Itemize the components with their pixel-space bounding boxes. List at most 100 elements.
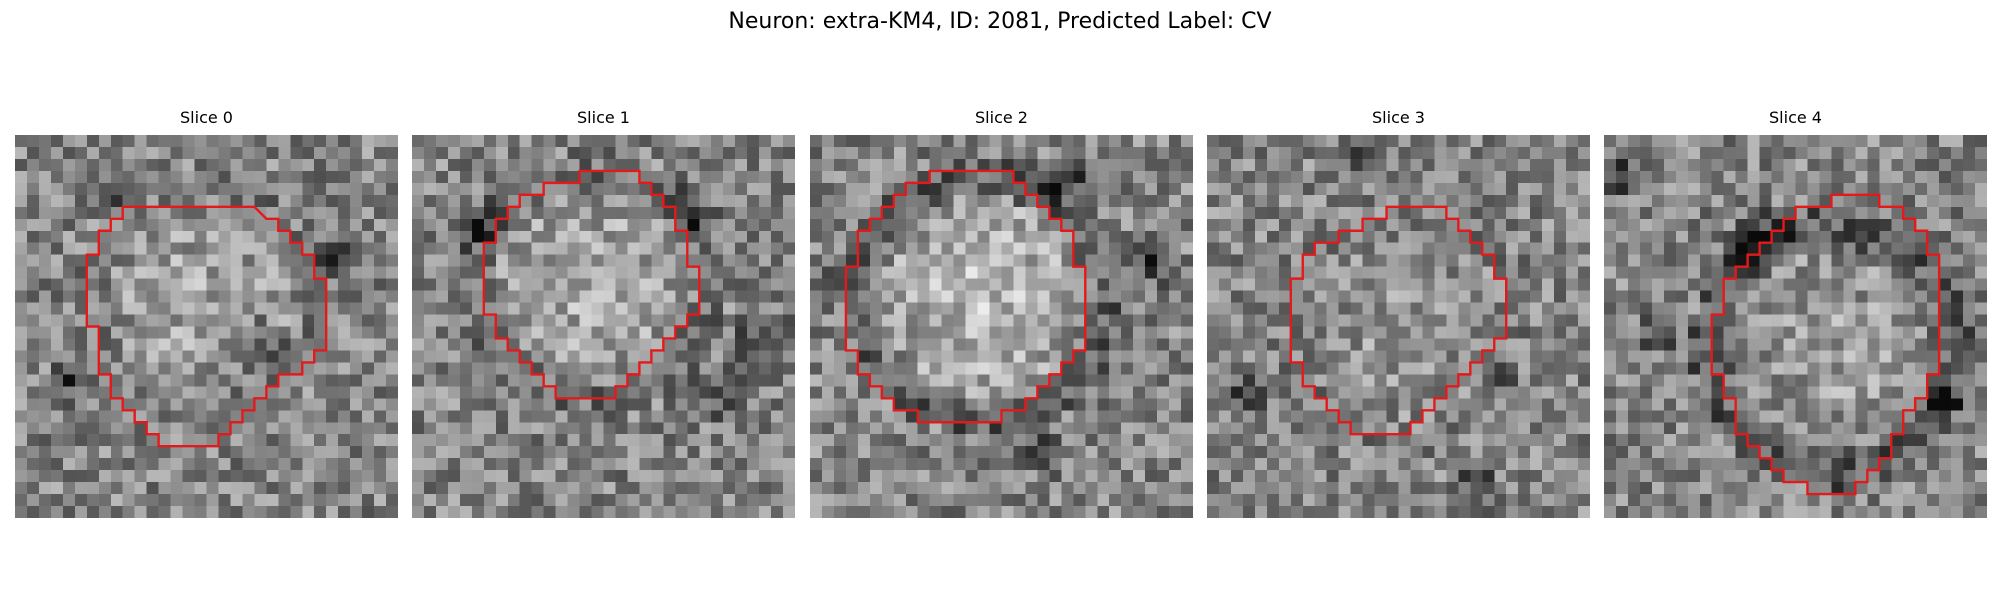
pixel <box>941 302 954 315</box>
pixel <box>881 494 895 507</box>
pixel <box>98 158 111 172</box>
pixel <box>917 422 930 435</box>
pixel <box>242 194 255 208</box>
pixel <box>266 302 279 315</box>
pixel <box>1915 410 1928 423</box>
pixel <box>302 314 315 327</box>
pixel <box>1338 290 1351 303</box>
pixel <box>1121 374 1134 387</box>
pixel <box>218 218 231 231</box>
pixel <box>74 386 88 399</box>
pixel <box>15 194 28 208</box>
pixel <box>711 278 724 291</box>
pixel <box>1037 290 1050 303</box>
pixel <box>1242 338 1256 351</box>
pixel <box>1350 158 1363 172</box>
pixel <box>929 350 942 363</box>
pixel <box>1181 230 1193 243</box>
pixel <box>74 458 88 471</box>
pixel <box>1446 170 1459 184</box>
pixel <box>447 218 461 231</box>
pixel <box>62 194 76 208</box>
pixel <box>1530 386 1543 399</box>
pixel <box>110 242 123 255</box>
pixel <box>723 278 736 291</box>
pixel <box>1867 158 1880 172</box>
pixel <box>230 254 243 267</box>
pixel <box>821 254 835 267</box>
pixel <box>1903 254 1916 267</box>
pixel <box>1963 302 1976 315</box>
pixel <box>1578 422 1590 435</box>
pixel <box>98 374 111 387</box>
pixel <box>50 386 64 399</box>
pixel <box>723 338 736 351</box>
pixel <box>1013 170 1026 184</box>
pixel <box>1458 410 1471 423</box>
pixel <box>50 290 64 303</box>
pixel <box>110 135 123 148</box>
pixel <box>1939 170 1952 184</box>
pixel <box>423 194 437 208</box>
pixel <box>1157 170 1170 184</box>
pixel <box>1542 158 1555 172</box>
pixel <box>1037 362 1050 375</box>
pixel <box>1855 230 1868 243</box>
pixel <box>519 266 532 279</box>
pixel <box>1578 374 1590 387</box>
pixel <box>615 386 628 399</box>
pixel <box>639 314 652 327</box>
pixel <box>314 254 327 267</box>
pixel <box>1049 458 1062 471</box>
pixel <box>1326 146 1339 160</box>
pixel <box>170 338 183 351</box>
pixel <box>1470 350 1483 363</box>
pixel <box>1181 506 1193 518</box>
pixel <box>1169 170 1182 184</box>
pixel <box>519 482 532 495</box>
pixel <box>965 194 978 208</box>
pixel <box>1446 194 1459 208</box>
pixel <box>1855 422 1868 435</box>
pixel <box>1951 230 1964 243</box>
pixel <box>495 410 508 423</box>
pixel <box>1013 146 1026 160</box>
pixel <box>1915 158 1928 172</box>
pixel <box>1362 302 1375 315</box>
pixel <box>146 386 159 399</box>
pixel <box>639 338 652 351</box>
pixel <box>110 146 123 160</box>
pixel <box>278 470 291 483</box>
pixel <box>266 146 279 160</box>
pixel <box>507 398 520 411</box>
pixel <box>687 302 700 315</box>
pixel <box>471 170 485 184</box>
pixel <box>1338 182 1351 196</box>
pixel <box>1699 338 1712 351</box>
pixel <box>579 446 592 459</box>
pixel <box>314 506 327 518</box>
pixel <box>218 302 231 315</box>
pixel <box>1037 135 1050 148</box>
pixel <box>1326 434 1339 447</box>
pixel <box>893 230 906 243</box>
pixel <box>38 338 52 351</box>
pixel <box>591 170 604 184</box>
pixel <box>278 242 291 255</box>
pixel <box>893 422 906 435</box>
pixel <box>1470 194 1483 208</box>
pixel <box>1061 290 1074 303</box>
pixel <box>1001 338 1014 351</box>
pixel <box>881 230 895 243</box>
pixel <box>1747 194 1760 208</box>
pixel <box>905 182 918 196</box>
pixel <box>833 434 847 447</box>
pixel <box>977 446 990 459</box>
pixel <box>1951 422 1964 435</box>
pixel <box>1181 218 1193 231</box>
pixel <box>1037 458 1050 471</box>
pixel <box>326 374 339 387</box>
pixel <box>723 482 736 495</box>
pixel <box>38 146 52 160</box>
pixel <box>1807 242 1820 255</box>
